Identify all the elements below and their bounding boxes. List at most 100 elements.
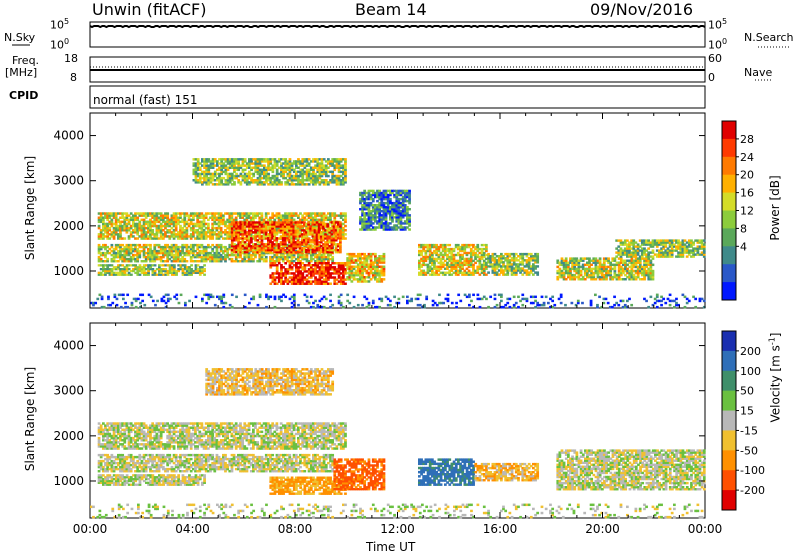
power-cell <box>153 235 157 238</box>
power-cell <box>264 223 268 226</box>
power-cell <box>149 214 152 217</box>
power-cell <box>177 212 180 215</box>
power-cell <box>151 220 155 224</box>
power-cell <box>344 214 347 217</box>
power-cell <box>448 243 452 247</box>
power-cell <box>104 271 107 274</box>
power-cell <box>147 214 150 217</box>
power-cell <box>318 260 322 263</box>
power-cell <box>168 237 172 240</box>
power-cell <box>177 264 181 267</box>
power-cell <box>192 253 195 257</box>
power-cell <box>312 253 315 257</box>
power-cell <box>283 233 287 236</box>
power-cell <box>316 257 320 261</box>
power-cell <box>305 257 309 261</box>
power-cell <box>305 224 309 228</box>
power-cell <box>237 231 241 234</box>
power-cell <box>309 216 313 219</box>
power-cell <box>264 212 268 215</box>
power-cell <box>245 218 249 222</box>
power-cell <box>219 231 223 234</box>
power-cell <box>344 229 347 232</box>
power-cell <box>134 257 137 261</box>
power-cell <box>99 212 103 215</box>
power-cell <box>219 245 223 249</box>
power-cell <box>134 214 137 217</box>
power-cell <box>166 255 170 259</box>
power-cell <box>140 214 144 217</box>
power-cell <box>239 255 242 259</box>
power-cell <box>198 269 202 273</box>
power-cell <box>121 264 125 267</box>
power-cell <box>269 245 272 248</box>
power-cell <box>243 221 247 224</box>
power-cell <box>277 212 281 215</box>
power-cell <box>168 222 172 226</box>
power-cell <box>136 255 140 259</box>
power-cell <box>196 233 200 236</box>
power-cell <box>296 237 300 240</box>
power-cell <box>106 218 110 222</box>
power-cell <box>249 212 253 215</box>
power-cell <box>102 264 105 267</box>
power-cell <box>314 260 317 263</box>
power-cell <box>138 273 142 276</box>
power-cell <box>209 231 212 234</box>
power-cell <box>254 231 257 234</box>
power-cell <box>256 229 260 232</box>
power-cell <box>408 191 411 195</box>
power-cell <box>117 220 120 224</box>
power-cell <box>222 257 225 261</box>
power-cell <box>157 226 161 230</box>
power-cell <box>327 253 330 257</box>
power-cell <box>200 245 204 249</box>
power-cell <box>408 228 411 231</box>
power-cell <box>140 224 144 228</box>
power-cell <box>288 212 292 215</box>
power-cell <box>134 222 137 226</box>
power-cell <box>173 268 176 271</box>
power-cell <box>237 247 241 250</box>
power-cell <box>275 239 279 242</box>
power-cell <box>127 257 131 261</box>
power-cell <box>267 225 270 228</box>
power-cell <box>279 214 283 217</box>
power-cell <box>243 158 247 161</box>
power-cell <box>215 247 219 251</box>
power-cell <box>112 237 116 240</box>
power-cell <box>286 257 290 261</box>
power-cell <box>408 224 411 227</box>
power-cell <box>187 224 191 228</box>
power-cell <box>271 257 275 261</box>
power-cell <box>260 237 264 240</box>
power-cell <box>271 229 274 232</box>
power-cell <box>192 235 195 238</box>
power-cell <box>277 251 281 254</box>
power-cell <box>247 247 251 250</box>
power-cell <box>211 218 215 222</box>
power-cell <box>123 269 127 273</box>
power-cell <box>164 269 168 273</box>
power-cell <box>299 218 302 222</box>
power-cell <box>181 231 185 234</box>
power-cell <box>224 255 227 259</box>
power-cell <box>104 224 107 228</box>
power-cell <box>125 247 129 251</box>
power-cell <box>269 247 272 250</box>
power-cell <box>269 239 272 242</box>
power-cell <box>207 218 210 222</box>
power-cell <box>157 216 161 219</box>
power-cell <box>204 231 208 234</box>
power-cell <box>301 257 305 261</box>
power-cell <box>219 229 223 232</box>
power-cell <box>215 216 219 219</box>
power-cell <box>196 260 200 263</box>
power-cell <box>204 257 208 261</box>
power-cell <box>239 227 243 230</box>
power-cell <box>211 216 215 219</box>
power-cell <box>292 239 296 242</box>
power-cell <box>322 231 326 234</box>
power-cell <box>239 241 243 244</box>
power-cell <box>256 225 260 228</box>
